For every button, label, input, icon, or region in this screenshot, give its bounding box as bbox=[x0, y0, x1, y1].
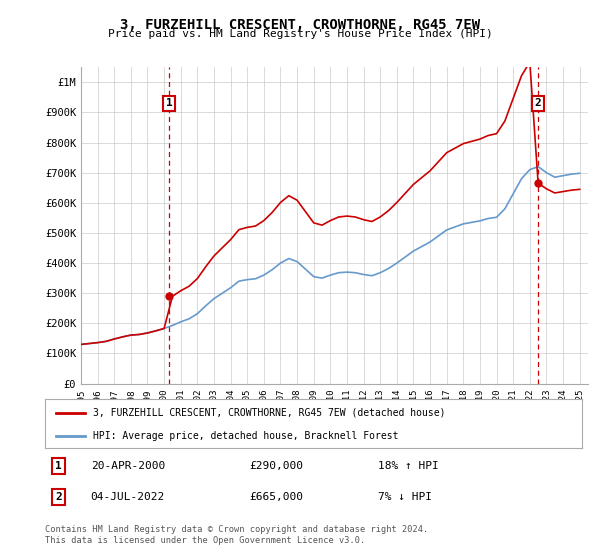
Text: Price paid vs. HM Land Registry's House Price Index (HPI): Price paid vs. HM Land Registry's House … bbox=[107, 29, 493, 39]
Text: 7% ↓ HPI: 7% ↓ HPI bbox=[378, 492, 432, 502]
Text: 2: 2 bbox=[55, 492, 62, 502]
Text: 18% ↑ HPI: 18% ↑ HPI bbox=[378, 461, 439, 471]
Text: 20-APR-2000: 20-APR-2000 bbox=[91, 461, 165, 471]
Text: 1: 1 bbox=[166, 99, 172, 109]
Text: 3, FURZEHILL CRESCENT, CROWTHORNE, RG45 7EW (detached house): 3, FURZEHILL CRESCENT, CROWTHORNE, RG45 … bbox=[94, 408, 446, 418]
Text: 04-JUL-2022: 04-JUL-2022 bbox=[91, 492, 165, 502]
Text: HPI: Average price, detached house, Bracknell Forest: HPI: Average price, detached house, Brac… bbox=[94, 431, 399, 441]
Text: 3, FURZEHILL CRESCENT, CROWTHORNE, RG45 7EW: 3, FURZEHILL CRESCENT, CROWTHORNE, RG45 … bbox=[120, 18, 480, 32]
Text: 1: 1 bbox=[55, 461, 62, 471]
Text: £290,000: £290,000 bbox=[249, 461, 303, 471]
Text: Contains HM Land Registry data © Crown copyright and database right 2024.
This d: Contains HM Land Registry data © Crown c… bbox=[45, 525, 428, 545]
Text: 2: 2 bbox=[535, 99, 542, 109]
Text: £665,000: £665,000 bbox=[249, 492, 303, 502]
